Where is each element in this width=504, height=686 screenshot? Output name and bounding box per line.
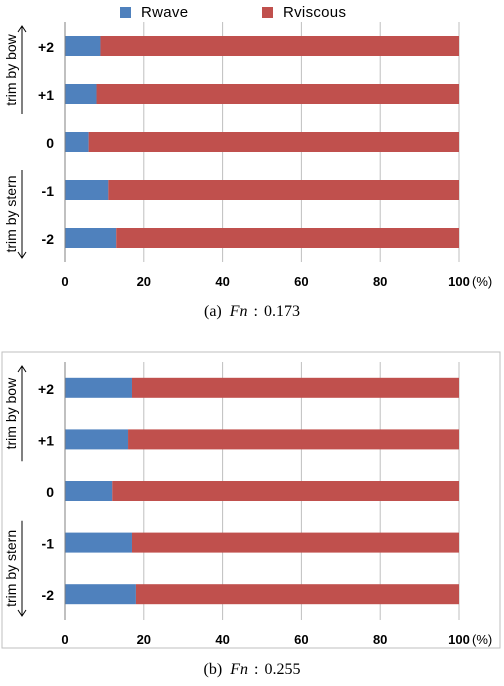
group-label: trim by bow (3, 33, 19, 105)
bar-rviscous-3 (108, 180, 459, 200)
category-label: 0 (46, 484, 54, 500)
category-label: -1 (42, 183, 55, 199)
x-unit-label: (%) (472, 632, 492, 647)
chart-b-svg: +2 +1 0 -1 -2 0 20 40 60 80 100 (%) trim by bow trim … (1, 351, 501, 649)
category-label: -1 (42, 536, 55, 552)
x-tick-label: 100 (448, 274, 470, 289)
caption-b-fn: Fn (230, 661, 248, 678)
bar-rwave-0 (65, 36, 101, 56)
legend-swatch-rviscous (262, 7, 273, 18)
bar-rviscous-2 (112, 481, 459, 501)
bar-rwave-2 (65, 481, 113, 501)
bar-rwave-2 (65, 132, 89, 152)
caption-b-value: 0.255 (264, 661, 301, 678)
bar-rwave-4 (65, 584, 136, 605)
legend-item-rviscous: Rviscous (262, 4, 346, 21)
bar-rviscous-0 (131, 377, 460, 398)
chart-a-caption: (a) Fn:0.173 (0, 303, 504, 321)
chart-panel-b: +2 +1 0 -1 -2 0 20 40 60 80 100 (%) trim by bow trim … (0, 350, 504, 686)
caption-a-sep: : (253, 303, 258, 320)
x-tick-label: 60 (294, 632, 308, 647)
x-tick-label: 40 (215, 274, 229, 289)
bar-rwave-1 (65, 429, 129, 450)
bar-rviscous-4 (135, 584, 460, 605)
x-tick-label: 80 (373, 632, 387, 647)
category-label: +2 (38, 39, 54, 55)
bar-rviscous-2 (88, 132, 459, 152)
bar-rviscous-3 (131, 532, 460, 553)
x-tick-label: 20 (137, 632, 151, 647)
bar-rwave-3 (65, 180, 109, 200)
chart-panel-a: +2 +1 0 -1 -2 0 20 40 60 80 100 (%) trim by bow trim … (0, 0, 504, 336)
caption-a-value: 0.173 (264, 303, 300, 320)
group-bracket-arrow (17, 25, 27, 33)
bar-rwave-1 (65, 84, 97, 104)
bar-rviscous-1 (96, 84, 460, 104)
plot-area-border (1, 351, 501, 649)
group-bracket-arrow (17, 251, 27, 259)
category-label: -2 (42, 231, 55, 247)
group-bracket-arrow (17, 365, 27, 373)
legend-swatch-rwave (120, 7, 131, 18)
caption-b-sep: : (253, 661, 259, 678)
category-label: +1 (38, 87, 54, 103)
bar-rwave-0 (65, 377, 132, 398)
x-tick-label: 100 (448, 632, 470, 647)
group-label: trim by stern (3, 530, 19, 607)
bar-rviscous-0 (100, 36, 460, 56)
chart-a-svg: +2 +1 0 -1 -2 0 20 40 60 80 100 (%) trim by bow trim … (3, 22, 492, 289)
x-tick-label: 60 (294, 274, 308, 289)
legend-label-rviscous: Rviscous (283, 4, 347, 21)
legend-label-rwave: Rwave (141, 4, 189, 21)
x-tick-label: 40 (215, 632, 229, 647)
bar-rviscous-4 (116, 228, 459, 248)
chart-legend: Rwave Rviscous (0, 0, 504, 28)
x-unit-label: (%) (472, 274, 492, 289)
group-bracket-arrow (17, 609, 27, 617)
category-label: +2 (38, 381, 54, 397)
chart-b-caption: (b) Fn:0.255 (0, 661, 504, 679)
category-label: 0 (46, 135, 54, 151)
group-label: trim by bow (3, 377, 19, 449)
bar-rviscous-1 (128, 429, 460, 450)
category-label: -2 (42, 587, 55, 603)
group-label: trim by stern (3, 175, 19, 252)
category-label: +1 (38, 432, 54, 448)
bar-rwave-3 (65, 532, 132, 553)
caption-a-prefix: (a) (204, 303, 222, 320)
caption-b-prefix: (b) (203, 661, 223, 678)
legend-item-rwave: Rwave (120, 4, 188, 21)
x-tick-label: 80 (373, 274, 387, 289)
bar-rwave-4 (65, 228, 117, 248)
x-tick-label: 20 (137, 274, 151, 289)
caption-a-fn: Fn (229, 303, 248, 320)
x-tick-label: 0 (61, 632, 68, 647)
x-tick-label: 0 (61, 274, 68, 289)
